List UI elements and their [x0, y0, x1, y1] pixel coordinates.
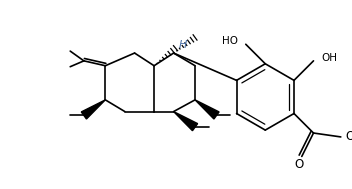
Text: HO: HO	[222, 36, 238, 46]
Polygon shape	[174, 112, 197, 131]
Text: H: H	[179, 40, 188, 50]
Text: OH: OH	[321, 53, 337, 63]
Text: O: O	[345, 130, 352, 143]
Text: O: O	[294, 158, 303, 171]
Polygon shape	[195, 100, 219, 119]
Polygon shape	[81, 100, 105, 119]
